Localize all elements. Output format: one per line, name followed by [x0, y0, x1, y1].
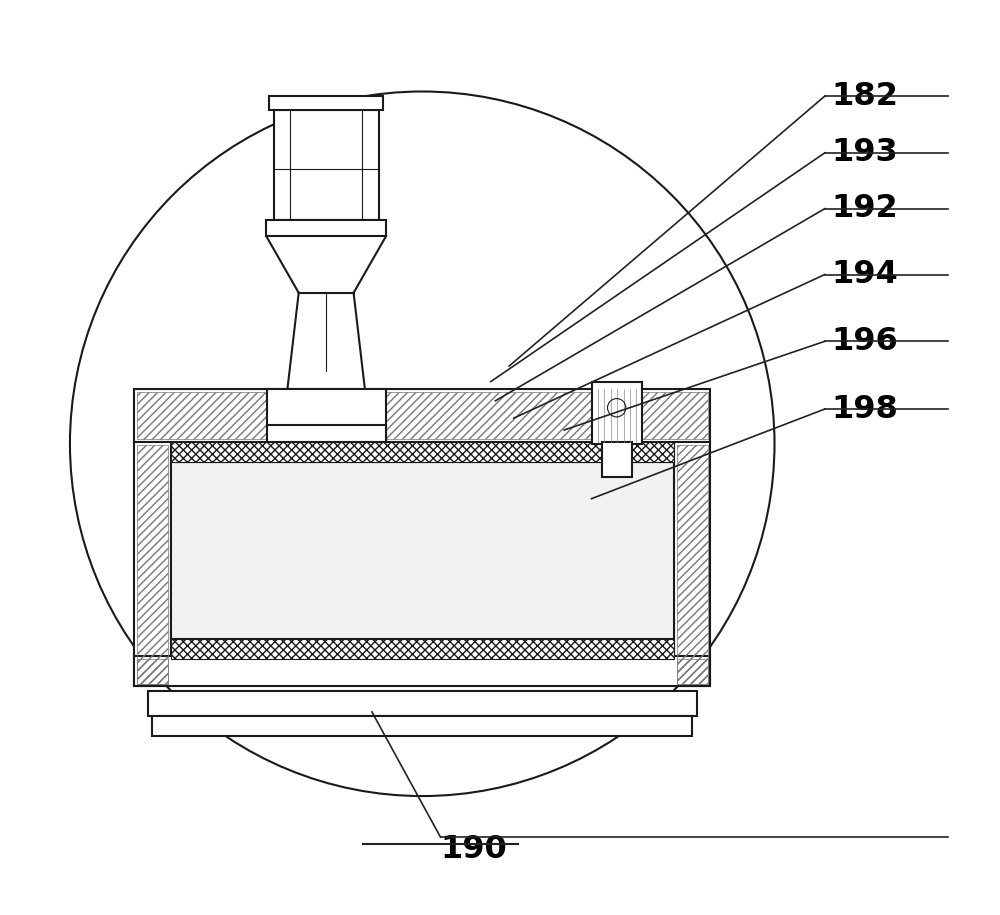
- Text: 194: 194: [831, 259, 898, 290]
- Bar: [171, 442, 674, 462]
- Bar: [134, 389, 710, 442]
- Bar: [266, 220, 386, 236]
- Bar: [171, 639, 674, 659]
- Text: 193: 193: [831, 137, 898, 168]
- Bar: [677, 445, 708, 684]
- Bar: [592, 382, 642, 444]
- Bar: [137, 659, 168, 684]
- Bar: [134, 442, 171, 686]
- Bar: [677, 659, 708, 684]
- Text: 192: 192: [831, 193, 898, 224]
- Bar: [274, 110, 379, 220]
- Text: 196: 196: [831, 326, 898, 357]
- Bar: [267, 389, 386, 442]
- Bar: [148, 691, 697, 716]
- Bar: [171, 462, 674, 639]
- Bar: [602, 442, 632, 477]
- Bar: [137, 445, 168, 684]
- Bar: [134, 656, 710, 686]
- Bar: [137, 392, 708, 439]
- Bar: [269, 96, 383, 110]
- Bar: [267, 425, 386, 442]
- Text: 190: 190: [441, 834, 507, 865]
- Bar: [674, 442, 710, 686]
- Text: 182: 182: [831, 81, 898, 112]
- Text: 198: 198: [831, 393, 898, 425]
- Bar: [152, 716, 692, 736]
